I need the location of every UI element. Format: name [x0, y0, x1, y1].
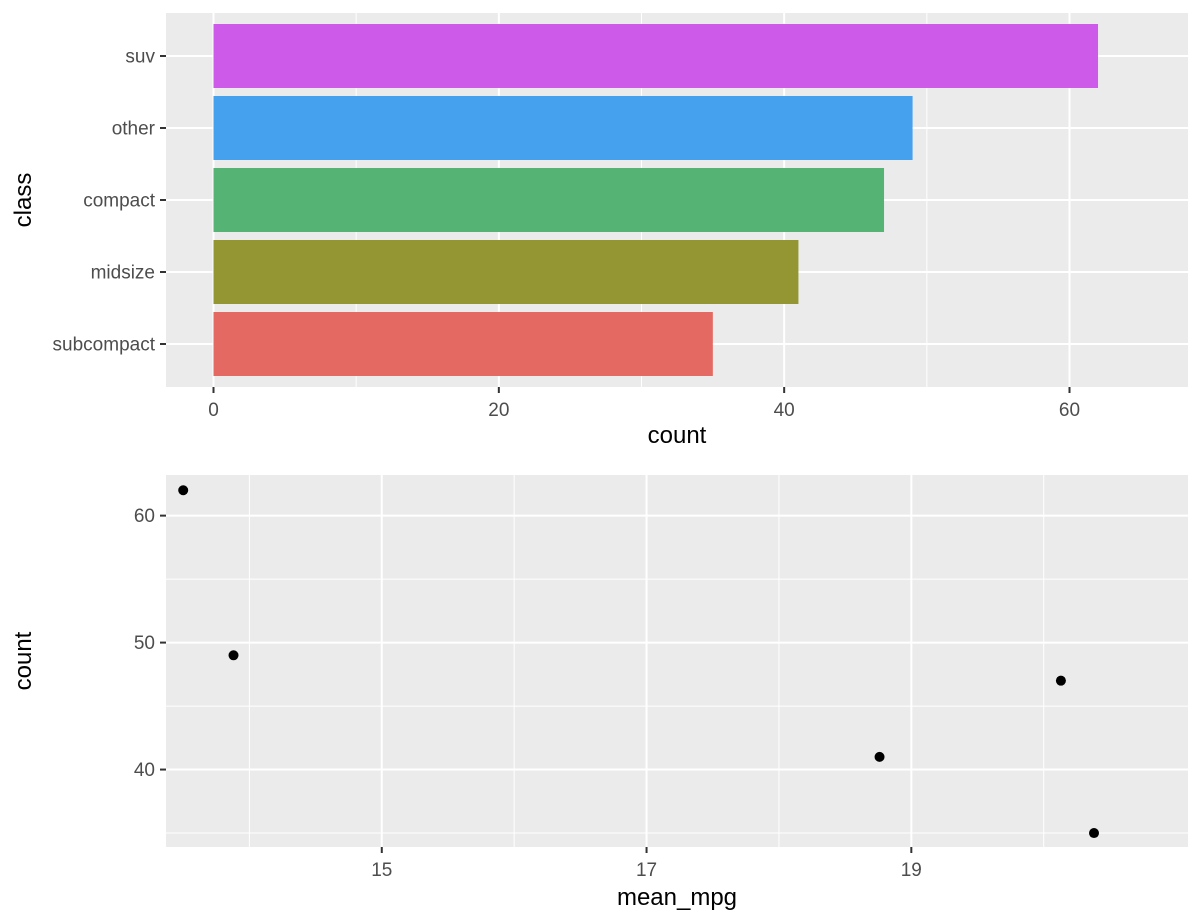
bar-chart-x-tick-label: 40 — [774, 400, 795, 421]
bar-subcompact — [213, 312, 713, 376]
scatter-chart-x-axis: 15 17 19 — [371, 847, 922, 881]
scatter-point — [874, 751, 885, 762]
bar-chart-x-tick-label: 0 — [208, 400, 219, 421]
scatter-chart-y-axis: 40 50 60 — [134, 506, 166, 781]
scatter-chart-points — [178, 485, 1100, 839]
scatter-chart-grid — [166, 475, 1188, 847]
scatter-chart-x-tick-label: 15 — [371, 860, 392, 881]
scatter-chart: 40 50 60 15 17 19 mean_mpg count — [10, 475, 1188, 911]
bar-chart-y-tick-label-other: other — [112, 119, 156, 140]
bar-chart-x-tick-label: 60 — [1059, 400, 1080, 421]
bar-chart-x-axis: 0 20 40 60 — [208, 387, 1080, 421]
bar-midsize — [213, 240, 799, 304]
bar-chart: suv other compact midsize subcompact 0 20 40 60… — [10, 13, 1188, 449]
scatter-point — [1055, 675, 1066, 686]
scatter-point — [178, 485, 189, 496]
bar-other — [213, 96, 913, 160]
scatter-point — [228, 650, 239, 661]
bar-chart-y-axis: suv other compact midsize subcompact — [53, 47, 166, 356]
bar-chart-bars — [213, 24, 1099, 376]
scatter-chart-y-tick-label: 60 — [134, 506, 155, 527]
scatter-chart-panel — [166, 475, 1188, 847]
watermark: 知乎 @名本无名 — [919, 858, 1168, 898]
bar-compact — [213, 168, 885, 232]
scatter-chart-y-tick-label: 40 — [134, 760, 155, 781]
bar-chart-y-axis-title: class — [10, 173, 37, 228]
bar-chart-y-tick-label-subcompact: subcompact — [53, 335, 156, 356]
bar-chart-y-tick-label-midsize: midsize — [91, 263, 155, 284]
scatter-point — [1089, 828, 1100, 839]
scatter-chart-y-axis-title: count — [10, 631, 37, 690]
bar-chart-x-axis-title: count — [648, 422, 707, 449]
bar-chart-x-tick-label: 20 — [488, 400, 509, 421]
scatter-chart-y-tick-label: 50 — [134, 633, 155, 654]
bar-chart-y-tick-label-compact: compact — [83, 191, 156, 212]
bar-suv — [213, 24, 1099, 88]
scatter-chart-x-tick-label: 19 — [901, 860, 922, 881]
scatter-chart-x-axis-title: mean_mpg — [617, 884, 737, 911]
scatter-chart-x-tick-label: 17 — [636, 860, 657, 881]
bar-chart-y-tick-label-suv: suv — [125, 47, 155, 68]
